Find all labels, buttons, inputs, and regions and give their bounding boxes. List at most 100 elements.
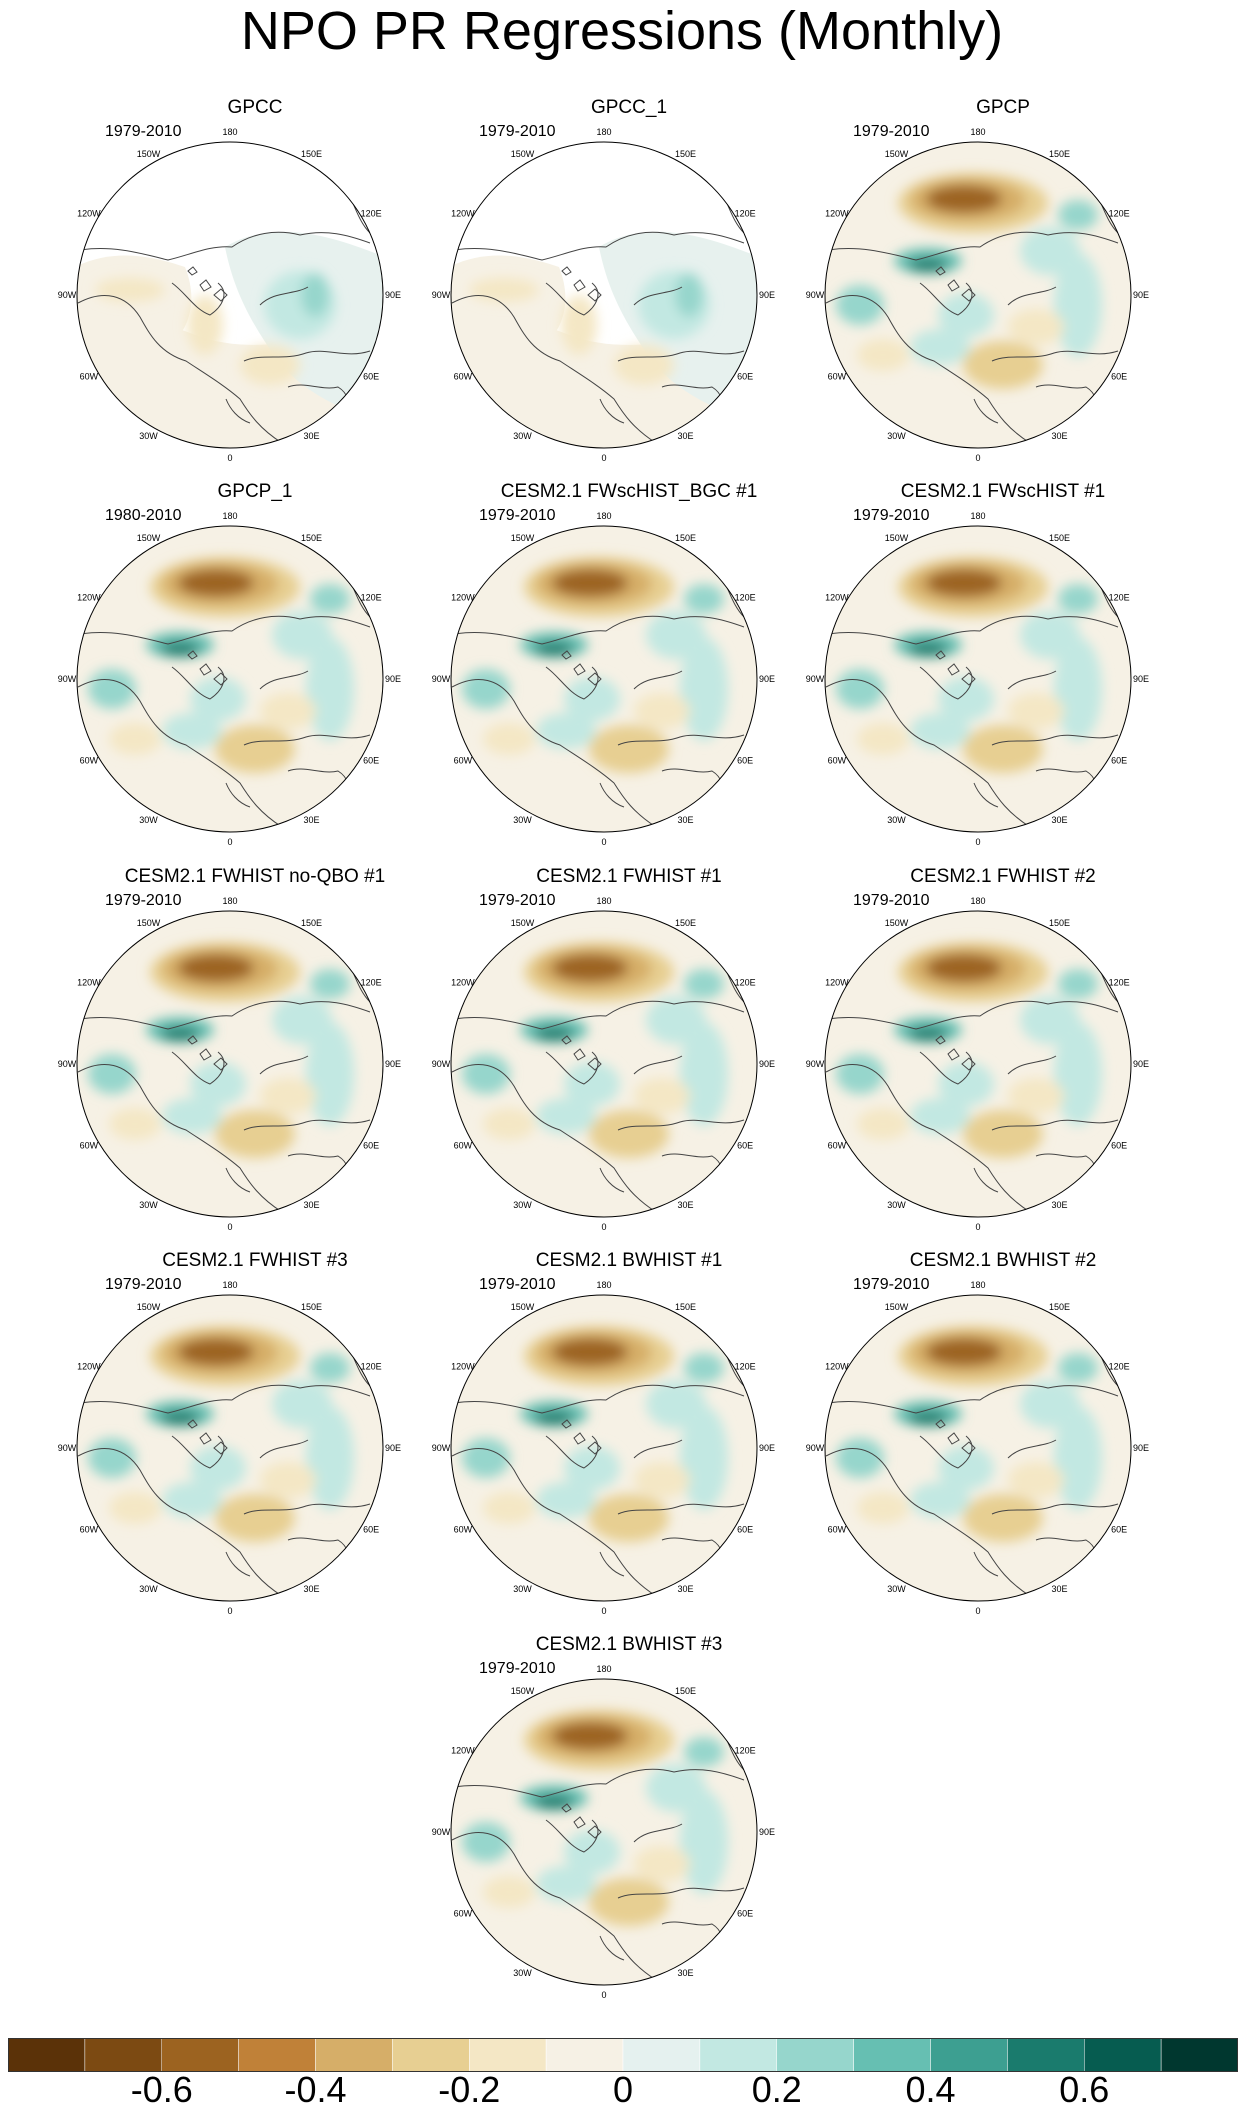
longitude-label: 60W	[454, 1525, 473, 1535]
longitude-label: 180	[970, 1280, 985, 1290]
coastline	[825, 1064, 1031, 1213]
coastline	[79, 615, 371, 645]
longitude-label: 150E	[301, 149, 322, 159]
anomaly-field	[534, 1411, 574, 1425]
longitude-label: 120W	[451, 1362, 475, 1372]
longitude-label: 90E	[759, 1827, 775, 1837]
anomaly-field	[589, 1110, 669, 1158]
anomaly-field	[589, 725, 669, 773]
longitude-label: 30E	[1051, 1200, 1067, 1210]
colorbar-swatches	[8, 2038, 1238, 2072]
map-border	[76, 141, 384, 449]
anomaly-field	[1008, 309, 1064, 345]
map-border	[450, 1294, 758, 1602]
anomaly-field	[462, 1438, 510, 1478]
anomaly-field	[836, 1054, 884, 1094]
anomaly-field	[857, 339, 909, 371]
longitude-label: 90W	[432, 674, 451, 684]
map-panel: CESM2.1 FWscHIST_BGC #1 1979-2010 180 150…	[432, 481, 809, 847]
panel-years: 1979-2010	[479, 1660, 556, 1677]
colorbar-tick-label: -0.6	[130, 2069, 193, 2110]
longitude-label: 150E	[301, 533, 322, 543]
anomaly-field	[162, 1482, 222, 1518]
longitude-label: 30W	[513, 431, 532, 441]
polar-map: 180 150E 120E 90E 60E 30E 0 30W 60W 90W 120W 150W	[806, 511, 1149, 847]
map-panel: CESM2.1 FWHIST #2 1979-2010 180 150E 120E 9…	[806, 866, 1183, 1232]
coastline	[451, 1448, 657, 1597]
longitude-label: 150W	[885, 1302, 909, 1312]
longitude-label: 60W	[80, 372, 99, 382]
panel-years: 1979-2010	[853, 507, 930, 524]
anomaly-field	[301, 273, 329, 317]
coastline	[213, 288, 228, 302]
longitude-label: 150E	[675, 1302, 696, 1312]
anomaly-field	[190, 1062, 246, 1106]
longitude-label: 120W	[825, 593, 849, 603]
anomaly-field	[215, 725, 295, 773]
anomaly-field	[634, 1078, 690, 1114]
longitude-label: 150E	[301, 918, 322, 928]
coastline	[77, 1448, 283, 1597]
polar-map: 180 150E 120E 90E 60E 30E 0 30W 60W 90W 120W 150W	[806, 127, 1149, 463]
coastline	[973, 398, 999, 424]
coastline	[225, 782, 251, 808]
anomaly-field	[680, 1022, 728, 1126]
anomaly-field	[564, 1830, 620, 1874]
anomaly-field	[310, 1353, 350, 1383]
anomaly-field	[1054, 1022, 1102, 1126]
coastline	[935, 650, 946, 660]
longitude-label: 180	[970, 511, 985, 521]
longitude-label: 90W	[432, 1059, 451, 1069]
longitude-label: 90E	[759, 1059, 775, 1069]
longitude-label: 60W	[828, 756, 847, 766]
colorbar-swatch	[930, 2038, 1008, 2072]
longitude-label: 60E	[1111, 1141, 1127, 1151]
longitude-label: 120W	[825, 978, 849, 988]
panel-years: 1979-2010	[479, 1276, 556, 1293]
longitude-label: 90E	[385, 674, 401, 684]
coastline	[545, 1819, 599, 1853]
longitude-label: 30W	[887, 1200, 906, 1210]
anomaly-field	[109, 723, 161, 755]
coastline	[587, 672, 602, 686]
anomaly-field	[178, 569, 254, 597]
coastline	[199, 663, 212, 676]
colorbar-swatch	[699, 2038, 777, 2072]
polar-map: 180 150E 120E 90E 60E 30E 0 30W 60W 90W 120W 150W	[432, 1280, 775, 1616]
longitude-label: 90W	[432, 1443, 451, 1453]
map-border	[76, 1294, 384, 1602]
longitude-label: 30E	[303, 815, 319, 825]
longitude-label: 0	[227, 453, 232, 463]
anomaly-field	[908, 642, 948, 656]
longitude-label: 150E	[1049, 149, 1070, 159]
map-background	[825, 911, 1131, 1217]
coastline	[587, 288, 602, 302]
panel-years: 1979-2010	[105, 1276, 182, 1293]
anomaly-field	[162, 713, 222, 749]
land-field	[77, 255, 192, 357]
panel-title: GPCP_1	[217, 481, 293, 502]
colorbar-frame	[8, 2038, 1238, 2072]
longitude-label: 120W	[77, 978, 101, 988]
panel-years: 1979-2010	[853, 892, 930, 909]
coastline	[633, 286, 683, 306]
anomaly-field	[536, 1098, 596, 1134]
anomaly-field	[483, 723, 535, 755]
colorbar-swatch	[622, 2038, 701, 2072]
panel-years: 1979-2010	[479, 123, 556, 140]
panel-title: CESM2.1 BWHIST #2	[909, 1250, 1097, 1271]
longitude-label: 120E	[1109, 593, 1130, 603]
longitude-label: 30E	[303, 1200, 319, 1210]
coastline	[935, 1419, 946, 1429]
longitude-label: 90E	[1133, 674, 1149, 684]
longitude-label: 120E	[735, 978, 756, 988]
coastline	[453, 1000, 745, 1030]
longitude-label: 150E	[675, 149, 696, 159]
coastline	[243, 734, 371, 746]
coastline	[171, 666, 225, 700]
longitude-label: 60E	[737, 1525, 753, 1535]
longitude-label: 120E	[361, 978, 382, 988]
anomaly-field	[552, 954, 628, 982]
colorbar-swatch	[1084, 2038, 1162, 2072]
longitude-label: 30E	[677, 1584, 693, 1594]
